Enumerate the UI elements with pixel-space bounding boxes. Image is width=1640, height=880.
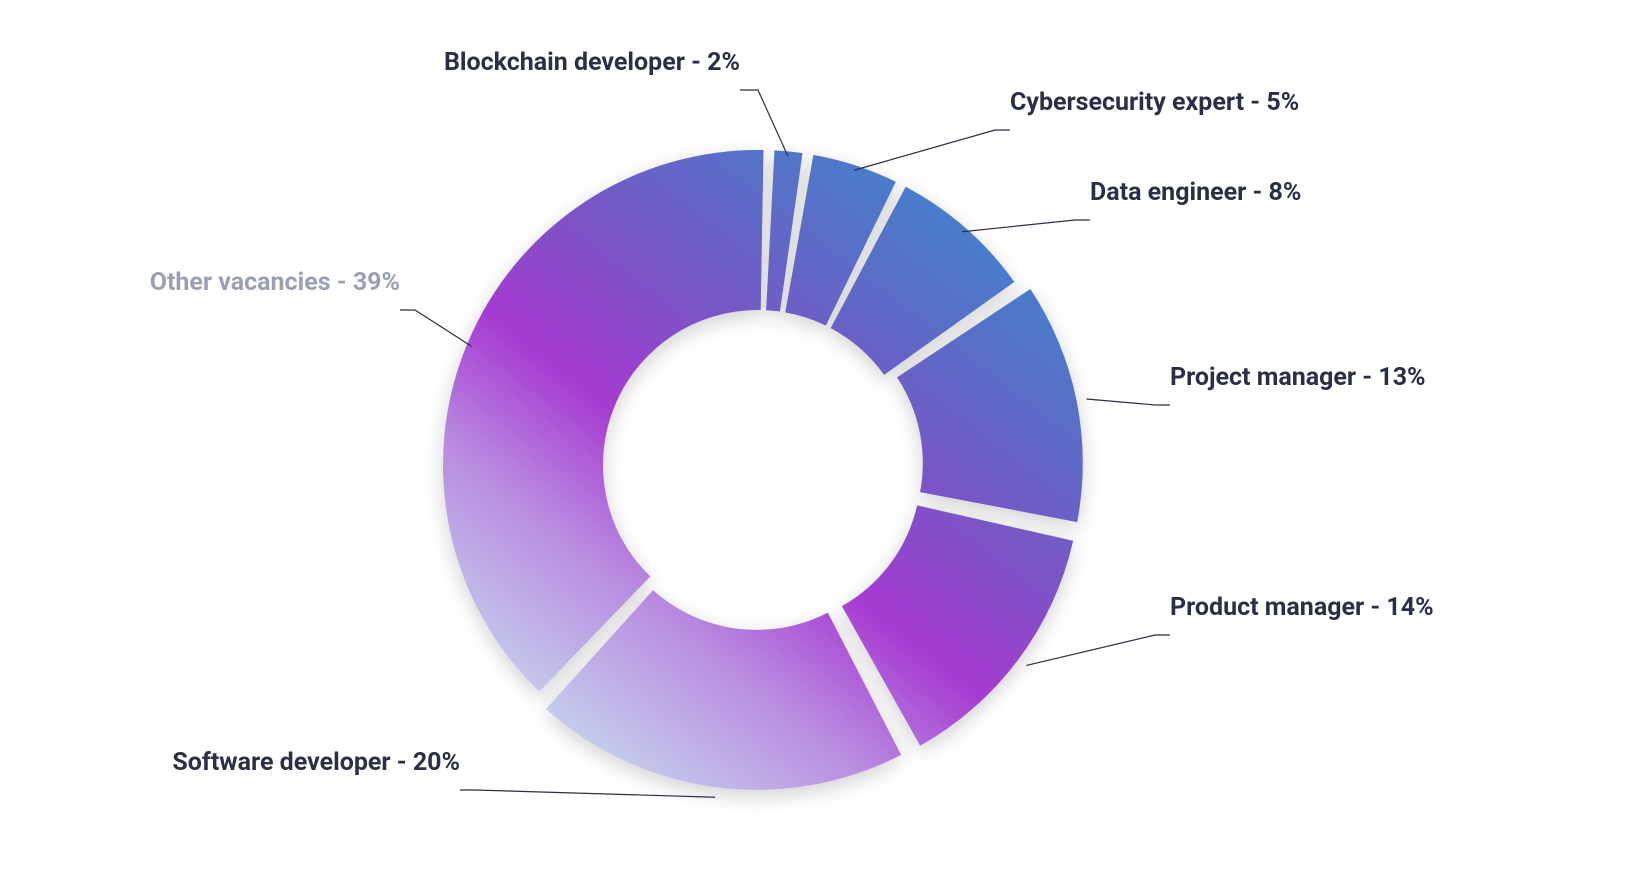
slice-label: Data engineer - 8% bbox=[1090, 178, 1301, 207]
slice-label: Blockchain developer - 2% bbox=[444, 48, 740, 77]
slice-label: Other vacancies - 39% bbox=[150, 268, 400, 297]
slice-label: Cybersecurity expert - 5% bbox=[1010, 88, 1299, 117]
donut-chart: Blockchain developer - 2% Cybersecurity e… bbox=[0, 0, 1640, 880]
slice-label: Project manager - 13% bbox=[1170, 363, 1426, 392]
slice-label: Product manager - 14% bbox=[1170, 593, 1434, 622]
slice-label: Software developer - 20% bbox=[172, 748, 460, 777]
